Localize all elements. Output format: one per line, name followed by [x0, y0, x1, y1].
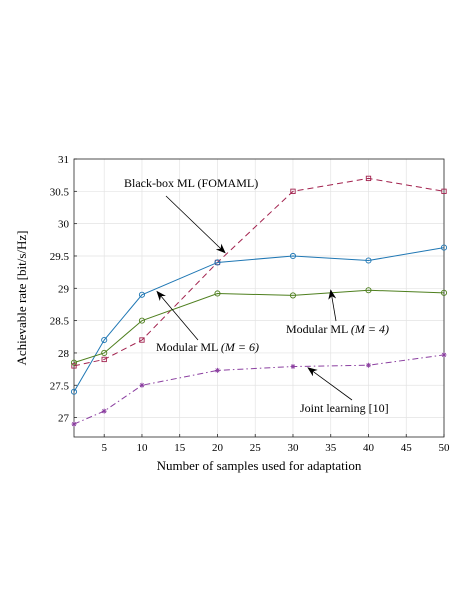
annotation-joint-learning-label: Joint learning [10] [300, 401, 389, 415]
axis-ticks: 5 10 15 20 25 30 35 40 45 50 27 27.5 28 28.5 29 29.5 30 3… [50, 154, 450, 454]
annotation-modular-m6-param: (M = 6) [221, 340, 259, 354]
y-tick-label: 29 [58, 283, 70, 295]
y-axis-label: Achievable rate [bit/s/Hz] [14, 231, 29, 366]
x-tick-label: 5 [101, 442, 107, 454]
y-tick-label: 29.5 [50, 251, 70, 263]
x-tick-label: 20 [212, 442, 224, 454]
x-tick-label: 40 [363, 442, 375, 454]
series-joint-learning-10 [71, 352, 447, 427]
annotation-joint-learning-arrow [307, 367, 353, 401]
data-point [214, 367, 220, 373]
series-modular-ml-m-6 [70, 244, 448, 395]
x-tick-label: 10 [136, 442, 148, 454]
annotation-modular-m4-label: Modular ML (M = 4) [286, 322, 389, 336]
data-point [71, 421, 77, 427]
x-tick-label: 15 [174, 442, 186, 454]
annotation-modular-m6-main: Modular ML [156, 340, 221, 354]
annotation-modular-m4-param: (M = 4) [351, 322, 389, 336]
data-point [365, 257, 372, 264]
annotation-modular-m6-arrow [156, 290, 199, 341]
data-point [71, 363, 77, 369]
series-line [73, 247, 445, 392]
data-point [289, 292, 297, 299]
x-tick-label: 25 [250, 442, 262, 454]
annotation-black-box-arrow [165, 195, 226, 254]
annotation-modular-m6-label: Modular ML (M = 6) [156, 340, 259, 354]
data-point [290, 364, 296, 370]
series-layer [70, 175, 448, 427]
data-point [101, 408, 107, 414]
data-point [138, 291, 146, 298]
data-point [441, 188, 447, 194]
data-point [440, 244, 448, 251]
data-point [440, 289, 448, 296]
y-tick-label: 28 [58, 348, 70, 360]
series-black-box-ml-fomaml [71, 175, 447, 369]
y-tick-label: 27.5 [50, 380, 70, 392]
y-tick-label: 30.5 [50, 186, 70, 198]
annotation-modular-m4-main: Modular ML [286, 322, 351, 336]
data-point [365, 175, 372, 182]
data-point [289, 252, 297, 260]
data-point [101, 349, 108, 357]
y-tick-label: 31 [58, 154, 69, 166]
x-tick-label: 30 [287, 442, 299, 454]
data-point [70, 388, 78, 395]
data-point [101, 356, 107, 363]
data-point [365, 287, 372, 294]
data-point [138, 317, 146, 324]
series-line [73, 177, 445, 367]
data-point [214, 259, 221, 266]
data-point [139, 382, 145, 388]
x-tick-label: 45 [401, 442, 413, 454]
data-point [365, 362, 371, 368]
x-tick-label: 35 [325, 442, 337, 454]
y-tick-label: 30 [58, 219, 70, 231]
plot-area [73, 158, 445, 438]
data-point [441, 352, 447, 358]
y-tick-label: 28.5 [50, 316, 70, 328]
data-point [290, 188, 296, 194]
data-point [214, 290, 221, 297]
data-point [70, 359, 78, 366]
annotation-modular-m4-arrow [328, 289, 337, 322]
series-modular-ml-m-4 [70, 287, 448, 366]
data-point [139, 337, 145, 343]
annotation-black-box-label: Black-box ML (FOMAML) [124, 176, 258, 190]
x-axis-label: Number of samples used for adaptation [157, 458, 362, 473]
x-tick-label: 50 [439, 442, 451, 454]
y-tick-label: 27 [58, 413, 70, 425]
grid [74, 158, 445, 437]
series-line [73, 289, 445, 364]
data-point [101, 336, 108, 344]
